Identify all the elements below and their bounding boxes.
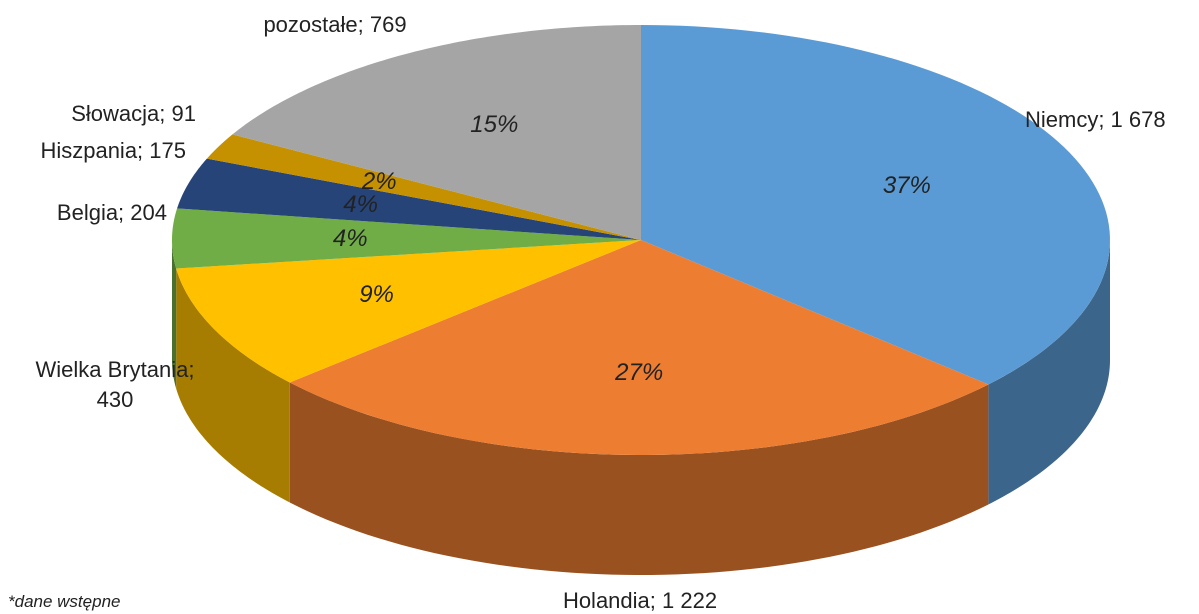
data-label: Belgia; 204 <box>56 200 167 225</box>
footnote: *dane wstępne <box>8 592 121 611</box>
slice <box>206 134 641 240</box>
percent-label: 37% <box>882 172 931 199</box>
data-label: Wielka Brytania; 430 <box>35 357 195 412</box>
data-label: Hiszpania; 175 <box>40 138 186 163</box>
slice-side <box>176 268 290 503</box>
slice-side <box>289 382 989 575</box>
slice <box>289 240 989 455</box>
slice <box>172 208 642 269</box>
percent-label: 15% <box>470 110 519 138</box>
data-label: pozostałe; 769 <box>263 12 407 37</box>
percent-label: 2% <box>361 167 397 195</box>
slice-side <box>988 240 1110 505</box>
percent-label: 9% <box>359 281 394 309</box>
percent-label: 27% <box>615 359 664 387</box>
slice <box>177 158 642 240</box>
data-label: Holandia; 1 222 <box>562 588 718 613</box>
slice <box>232 25 641 240</box>
percent-label: 4% <box>343 190 378 218</box>
data-label: Słowacja; 91 <box>71 101 196 126</box>
percent-label: 4% <box>332 225 368 253</box>
slice <box>176 240 642 383</box>
slice <box>641 25 1110 385</box>
data-label: Niemcy; 1 678 <box>1025 107 1166 132</box>
slice-side <box>172 240 177 389</box>
